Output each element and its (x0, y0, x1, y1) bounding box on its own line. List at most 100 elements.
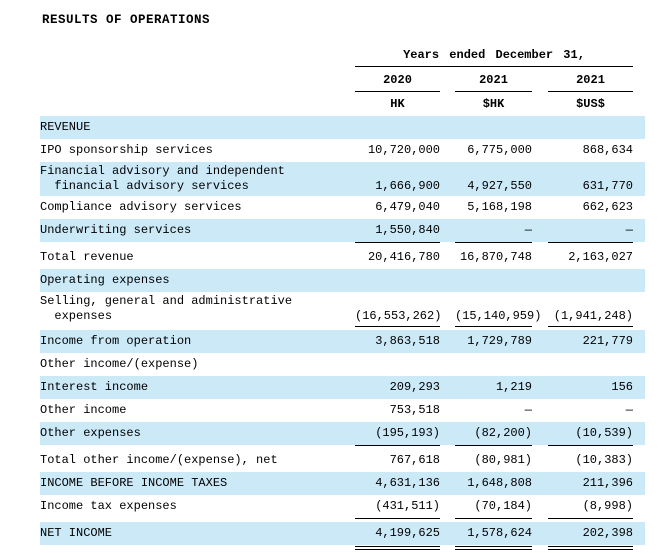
row-label: Income tax expenses (40, 499, 177, 513)
row-other-income-expense-section: Other income/(expense) (40, 353, 645, 376)
row-label: NET INCOME (40, 526, 113, 540)
value-2021-hk: — (524, 403, 532, 417)
row-label: Other expenses (40, 426, 141, 440)
rule-line (355, 445, 440, 449)
row-compliance-advisory-services: Compliance advisory services 6,479,040 5… (40, 196, 645, 219)
value-2021-hk: 1,729,789 (467, 334, 532, 348)
row-other-income: Other income 753,518 — — (40, 399, 645, 422)
value-2020-hk: (16,553,262) (355, 309, 442, 323)
value-2021-hk: 16,870,748 (459, 250, 532, 264)
year-header-2021-hk: 2021 (455, 67, 532, 92)
row-selling-general-admin-expenses: Selling, general and administrative expe… (40, 292, 645, 326)
value-2021-hk: 6,775,000 (467, 143, 532, 157)
value-2020-hk: 4,199,625 (375, 526, 440, 540)
value-2021-us: 2,163,027 (568, 250, 633, 264)
value-2021-us: (10,539) (575, 426, 633, 440)
value-2021-us: 221,779 (582, 334, 633, 348)
row-total-other-income-expense-net: Total other income/(expense), net 767,61… (40, 449, 645, 472)
row-label: Other income/(expense) (40, 357, 199, 371)
currency-header-row: HK $HK $US$ (40, 92, 645, 116)
label-column-spacer (40, 67, 355, 92)
value-2021-hk: 5,168,198 (467, 200, 532, 214)
row-label: Financial advisory and independent finan… (40, 164, 285, 193)
value-2020-hk: 767,618 (389, 453, 440, 467)
currency-header-hkd: $HK (482, 97, 505, 111)
value-2020-hk: 4,631,136 (375, 476, 440, 490)
row-label: INCOME BEFORE INCOME TAXES (40, 476, 228, 490)
rule-line (548, 242, 633, 246)
period-header: Years ended December 31, (355, 46, 633, 67)
row-label: Total revenue (40, 250, 134, 264)
rule-line (455, 326, 532, 330)
value-2021-us: (1,941,248) (553, 309, 633, 323)
row-underwriting-services: Underwriting services 1,550,840 — — (40, 219, 645, 242)
value-2021-hk: 1,578,624 (467, 526, 532, 540)
value-2020-hk: (431,511) (375, 499, 440, 513)
rule-line (355, 326, 440, 330)
row-operating-expenses-section: Operating expenses (40, 269, 645, 292)
row-label: Other income (40, 403, 127, 417)
column-rules (40, 242, 645, 246)
value-2021-us: 156 (611, 380, 633, 394)
value-2020-hk: 6,479,040 (375, 200, 440, 214)
value-2021-hk: (70,184) (474, 499, 532, 513)
rule-line (455, 242, 532, 246)
double-rules (40, 546, 645, 552)
rule-line (548, 326, 633, 330)
column-rules (40, 518, 645, 522)
double-rule-line (355, 546, 440, 550)
value-2021-us: 662,623 (582, 200, 633, 214)
double-rule-line (455, 546, 532, 550)
value-2020-hk: 1,550,840 (375, 223, 440, 237)
value-2021-hk: (80,981) (474, 453, 532, 467)
row-label: Compliance advisory services (40, 200, 242, 214)
results-table: Years ended December 31, 2020 2021 2021 … (40, 46, 645, 552)
row-label: REVENUE (40, 120, 91, 134)
value-2021-hk: (15,140,959) (455, 309, 542, 323)
value-2020-hk: 753,518 (389, 403, 440, 417)
rule-line (455, 518, 532, 522)
value-2021-us: 631,770 (582, 179, 633, 193)
row-financial-advisory-services: Financial advisory and independent finan… (40, 162, 645, 196)
rule-line (455, 445, 532, 449)
row-label: Interest income (40, 380, 149, 394)
value-2020-hk: (195,193) (375, 426, 440, 440)
page-title: RESULTS OF OPERATIONS (42, 13, 211, 27)
value-2021-us: 202,398 (582, 526, 633, 540)
row-label: Underwriting services (40, 223, 192, 237)
currency-header-usd: $US$ (576, 97, 605, 111)
value-2021-us: (8,998) (582, 499, 633, 513)
value-2021-us: 868,634 (582, 143, 633, 157)
year-header-row: 2020 2021 2021 (40, 67, 645, 92)
row-label: Selling, general and administrative expe… (40, 294, 293, 323)
column-rules (40, 445, 645, 449)
period-header-row: Years ended December 31, (40, 46, 645, 67)
year-header-2021-us: 2021 (548, 67, 633, 92)
value-2021-hk: — (524, 223, 532, 237)
value-2021-hk: 4,927,550 (467, 179, 532, 193)
row-label: IPO sponsorship services (40, 143, 213, 157)
value-2021-us: — (625, 403, 633, 417)
currency-header-hk: HK (390, 97, 405, 111)
value-2020-hk: 20,416,780 (367, 250, 440, 264)
double-rule-line (548, 546, 633, 550)
column-rules (40, 326, 645, 330)
value-2021-hk: 1,219 (495, 380, 532, 394)
row-other-expenses: Other expenses (195,193) (82,200) (10,53… (40, 422, 645, 445)
row-total-revenue: Total revenue 20,416,780 16,870,748 2,16… (40, 246, 645, 269)
row-label: Total other income/(expense), net (40, 453, 278, 467)
row-income-before-income-taxes: INCOME BEFORE INCOME TAXES 4,631,136 1,6… (40, 472, 645, 495)
value-2020-hk: 10,720,000 (367, 143, 440, 157)
row-income-from-operation: Income from operation 3,863,518 1,729,78… (40, 330, 645, 353)
rule-line (548, 445, 633, 449)
value-2020-hk: 3,863,518 (375, 334, 440, 348)
value-2021-us: 211,396 (582, 476, 633, 490)
value-2021-hk: (82,200) (474, 426, 532, 440)
rule-line (355, 518, 440, 522)
year-header-2020: 2020 (355, 67, 440, 92)
value-2020-hk: 209,293 (389, 380, 440, 394)
row-label: Income from operation (40, 334, 192, 348)
row-net-income: NET INCOME 4,199,625 1,578,624 202,398 (40, 522, 645, 545)
label-column-spacer (40, 92, 355, 116)
